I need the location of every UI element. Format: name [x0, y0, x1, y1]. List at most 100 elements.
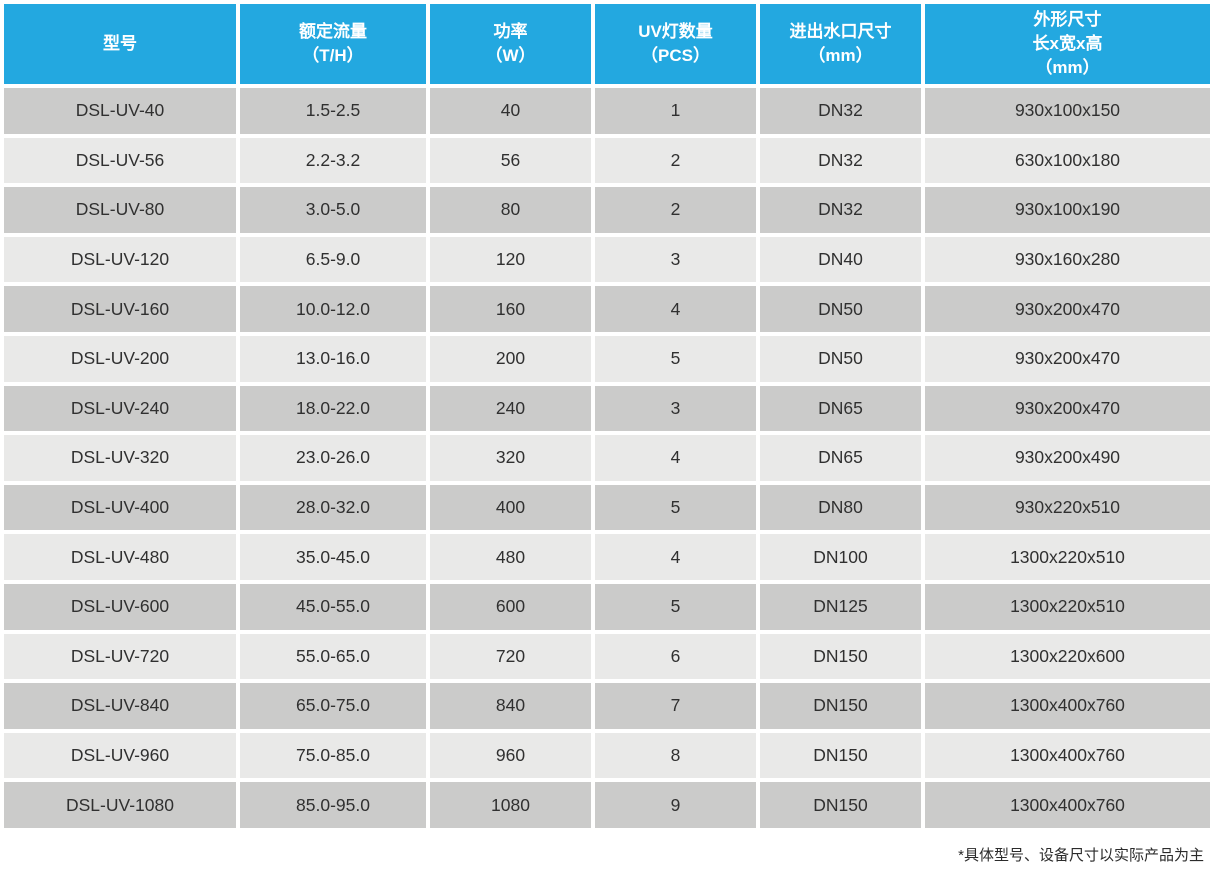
table-cell-model: DSL-UV-80: [4, 187, 236, 233]
table-cell-lamp_count: 7: [595, 683, 756, 729]
table-cell-flow: 28.0-32.0: [240, 484, 426, 531]
table-cell-power: 40: [430, 88, 591, 134]
column-header-line: 进出水口尺寸: [789, 22, 892, 41]
header-row: 型号 额定流量 （T/H） 功率 （W） UV灯数量 （PCS） 进出水口尺寸 （mm） 外形尺寸…: [4, 4, 1210, 84]
table-cell-lamp_count: 3: [595, 385, 756, 432]
table-cell-dimensions: 1300x400x760: [925, 683, 1210, 729]
table-cell-port_size: DN40: [760, 236, 921, 283]
table-cell-port_size: DN32: [760, 137, 921, 184]
table-cell-power: 80: [430, 187, 591, 233]
table-cell-lamp_count: 4: [595, 534, 756, 580]
table-cell-dimensions: 930x200x470: [925, 286, 1210, 332]
table-cell-dimensions: 930x200x470: [925, 385, 1210, 432]
table-cell-power: 320: [430, 435, 591, 481]
table-cell-lamp_count: 2: [595, 137, 756, 184]
table-cell-dimensions: 1300x400x760: [925, 782, 1210, 828]
table-cell-flow: 65.0-75.0: [240, 683, 426, 729]
table-cell-dimensions: 1300x220x510: [925, 583, 1210, 630]
column-header-dimensions: 外形尺寸长x宽x高 （mm）: [925, 4, 1210, 84]
table-cell-model: DSL-UV-1080: [4, 782, 236, 828]
table-cell-lamp_count: 9: [595, 782, 756, 828]
table-cell-flow: 23.0-26.0: [240, 435, 426, 481]
table-cell-port_size: DN150: [760, 633, 921, 680]
table-cell-model: DSL-UV-840: [4, 683, 236, 729]
table-cell-flow: 75.0-85.0: [240, 732, 426, 779]
table-cell-model: DSL-UV-400: [4, 484, 236, 531]
table-cell-dimensions: 630x100x180: [925, 137, 1210, 184]
table-row: DSL-UV-400 28.0-32.0 400 5 DN80 930x220x510: [4, 484, 1210, 531]
column-header-lamp_count: UV灯数量 （PCS）: [595, 4, 756, 84]
table-row: DSL-UV-960 75.0-85.0 960 8 DN150 1300x400x760: [4, 732, 1210, 779]
table-cell-flow: 1.5-2.5: [240, 88, 426, 134]
table-cell-port_size: DN50: [760, 335, 921, 382]
table-cell-dimensions: 1300x400x760: [925, 732, 1210, 779]
table-cell-flow: 55.0-65.0: [240, 633, 426, 680]
table-cell-flow: 13.0-16.0: [240, 335, 426, 382]
table-cell-dimensions: 930x200x470: [925, 335, 1210, 382]
table-cell-power: 400: [430, 484, 591, 531]
table-cell-port_size: DN150: [760, 683, 921, 729]
table-row: DSL-UV-720 55.0-65.0 720 6 DN150 1300x220x600: [4, 633, 1210, 680]
table-row: DSL-UV-600 45.0-55.0 600 5 DN125 1300x220x510: [4, 583, 1210, 630]
table-cell-port_size: DN80: [760, 484, 921, 531]
table-cell-flow: 10.0-12.0: [240, 286, 426, 332]
table-cell-model: DSL-UV-720: [4, 633, 236, 680]
table-cell-lamp_count: 1: [595, 88, 756, 134]
table-cell-dimensions: 930x160x280: [925, 236, 1210, 283]
table-cell-power: 160: [430, 286, 591, 332]
column-header-line: （mm）: [1035, 58, 1100, 77]
table-cell-power: 720: [430, 633, 591, 680]
column-header-flow: 额定流量 （T/H）: [240, 4, 426, 84]
table-cell-lamp_count: 2: [595, 187, 756, 233]
table-cell-power: 200: [430, 335, 591, 382]
table-cell-dimensions: 930x100x150: [925, 88, 1210, 134]
table-cell-dimensions: 1300x220x510: [925, 534, 1210, 580]
table-cell-port_size: DN150: [760, 782, 921, 828]
table-cell-power: 1080: [430, 782, 591, 828]
table-cell-lamp_count: 5: [595, 484, 756, 531]
table-cell-power: 120: [430, 236, 591, 283]
column-header-line: 额定流量: [299, 22, 367, 41]
table-cell-flow: 45.0-55.0: [240, 583, 426, 630]
table-cell-model: DSL-UV-480: [4, 534, 236, 580]
table-row: DSL-UV-160 10.0-12.0 160 4 DN50 930x200x470: [4, 286, 1210, 332]
table-cell-flow: 6.5-9.0: [240, 236, 426, 283]
table-cell-port_size: DN100: [760, 534, 921, 580]
table-cell-port_size: DN125: [760, 583, 921, 630]
table-header: 型号 额定流量 （T/H） 功率 （W） UV灯数量 （PCS） 进出水口尺寸 （mm） 外形尺寸…: [4, 4, 1210, 84]
table-row: DSL-UV-200 13.0-16.0 200 5 DN50 930x200x470: [4, 335, 1210, 382]
table-row: DSL-UV-56 2.2-3.2 56 2 DN32 630x100x180: [4, 137, 1210, 184]
table-cell-power: 960: [430, 732, 591, 779]
table-body: DSL-UV-40 1.5-2.5 40 1 DN32 930x100x150 DSL-UV…: [4, 88, 1210, 828]
table-cell-power: 56: [430, 137, 591, 184]
table-cell-dimensions: 1300x220x600: [925, 633, 1210, 680]
column-header-line: （PCS）: [641, 46, 710, 65]
table-row: DSL-UV-40 1.5-2.5 40 1 DN32 930x100x150: [4, 88, 1210, 134]
table-cell-port_size: DN32: [760, 88, 921, 134]
table-cell-lamp_count: 5: [595, 335, 756, 382]
table-cell-model: DSL-UV-160: [4, 286, 236, 332]
table-cell-dimensions: 930x100x190: [925, 187, 1210, 233]
footnote: *具体型号、设备尺寸以实际产品为主: [958, 846, 1204, 864]
table-row: DSL-UV-120 6.5-9.0 120 3 DN40 930x160x280: [4, 236, 1210, 283]
table-row: DSL-UV-320 23.0-26.0 320 4 DN65 930x200x490: [4, 435, 1210, 481]
table-cell-dimensions: 930x200x490: [925, 435, 1210, 481]
table-row: DSL-UV-240 18.0-22.0 240 3 DN65 930x200x470: [4, 385, 1210, 432]
column-header-line: （mm）: [808, 46, 873, 65]
table-cell-model: DSL-UV-200: [4, 335, 236, 382]
table-cell-flow: 85.0-95.0: [240, 782, 426, 828]
column-header-line: 功率: [493, 22, 528, 41]
table-row: DSL-UV-840 65.0-75.0 840 7 DN150 1300x400x760: [4, 683, 1210, 729]
column-header-line: 外形尺寸: [1033, 10, 1102, 29]
column-header-line: 长x宽x高: [1032, 34, 1103, 53]
table-cell-lamp_count: 4: [595, 286, 756, 332]
column-header-line: （T/H）: [302, 46, 364, 65]
table-cell-flow: 3.0-5.0: [240, 187, 426, 233]
column-header-model: 型号: [4, 4, 236, 84]
table-cell-model: DSL-UV-240: [4, 385, 236, 432]
table-cell-flow: 35.0-45.0: [240, 534, 426, 580]
table-cell-flow: 18.0-22.0: [240, 385, 426, 432]
table-cell-power: 840: [430, 683, 591, 729]
table-cell-port_size: DN65: [760, 435, 921, 481]
